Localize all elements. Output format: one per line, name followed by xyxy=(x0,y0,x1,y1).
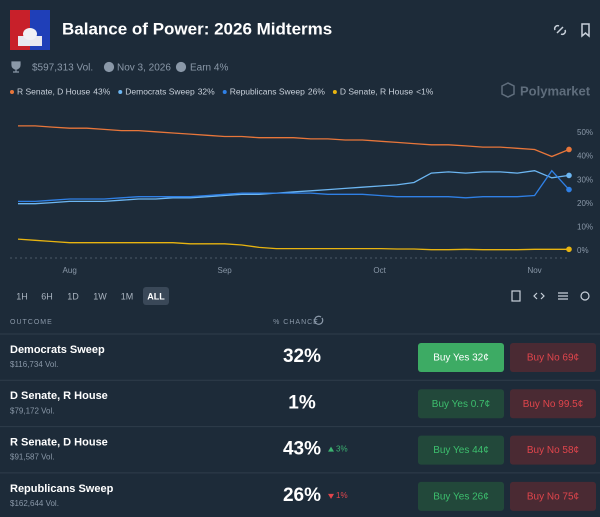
range-button[interactable]: ALL xyxy=(147,291,165,301)
range-button[interactable]: 6H xyxy=(41,291,53,301)
x-tick-label: Nov xyxy=(527,266,541,275)
chart-tools[interactable] xyxy=(511,290,590,302)
buy-no-button[interactable] xyxy=(510,481,596,511)
series-line xyxy=(18,170,570,205)
title: Balance of Power: 2026 Midterms xyxy=(62,19,332,38)
legend-label: D Senate, R House xyxy=(340,86,414,96)
chance-change: 1% xyxy=(336,491,348,500)
chance: 26% xyxy=(283,485,321,506)
range-button[interactable]: 1W xyxy=(93,291,107,301)
buy-yes-button[interactable] xyxy=(418,481,504,511)
volume: $597,313 Vol. xyxy=(32,63,93,74)
legend-label: R Senate, D House xyxy=(17,86,91,96)
buy-no-label[interactable]: Buy No 69¢ xyxy=(527,353,579,364)
y-tick-label: 50% xyxy=(577,128,593,137)
buy-no-label[interactable]: Buy No 75¢ xyxy=(527,492,579,503)
outcome-volume: $116,734 Vol. xyxy=(10,360,58,369)
range-selected xyxy=(143,287,169,305)
header-actions[interactable] xyxy=(553,23,590,38)
meta-icons xyxy=(11,61,187,73)
market-icon xyxy=(10,10,50,50)
buy-yes-label[interactable]: Buy Yes 44¢ xyxy=(433,445,489,456)
buy-yes-label[interactable]: Buy Yes 26¢ xyxy=(433,492,489,503)
brand: Polymarket xyxy=(520,83,591,98)
table-header: OUTCOME xyxy=(10,319,53,326)
change-arrow xyxy=(328,493,335,499)
buy-yes-button[interactable] xyxy=(418,343,504,372)
range-button[interactable]: 1M xyxy=(121,291,134,301)
series-line xyxy=(18,125,570,158)
legend-dot xyxy=(10,90,14,94)
end-date: Nov 3, 2026 xyxy=(117,63,171,74)
outcome-name: D Senate, R House xyxy=(10,390,108,402)
buy-yes-button[interactable] xyxy=(418,435,504,465)
chance: 43% xyxy=(283,439,321,460)
series-line xyxy=(17,238,569,251)
y-tick-label: 0% xyxy=(577,246,589,255)
x-tick-label: Oct xyxy=(373,266,386,275)
buy-yes-label[interactable]: Buy Yes 32¢ xyxy=(433,353,489,364)
chance: 32% xyxy=(283,346,321,367)
buy-no-button[interactable] xyxy=(510,343,596,372)
end-dot xyxy=(566,246,572,253)
buy-yes-button[interactable] xyxy=(418,389,504,419)
series-line xyxy=(18,169,570,203)
chance-change: 3% xyxy=(336,445,348,454)
range-button[interactable]: 1H xyxy=(16,291,28,301)
outcome-name: R Senate, D House xyxy=(10,437,108,449)
refresh-icon[interactable] xyxy=(314,315,324,325)
legend-value: <1% xyxy=(416,86,434,96)
legend-dot xyxy=(332,90,337,94)
buy-no-label[interactable]: Buy No 58¢ xyxy=(527,445,579,456)
legend-value: 32% xyxy=(198,86,215,96)
change-arrow xyxy=(328,446,335,452)
range-button[interactable]: 1D xyxy=(67,291,79,301)
end-dot xyxy=(566,186,572,193)
legend-value: 26% xyxy=(308,86,325,96)
earn: Earn 4% xyxy=(190,63,228,74)
buy-no-button[interactable] xyxy=(510,389,596,419)
y-tick-label: 10% xyxy=(577,222,593,231)
outcome-volume: $91,587 Vol. xyxy=(10,453,54,462)
outcome-volume: $162,644 Vol. xyxy=(10,499,59,508)
buy-no-label[interactable]: Buy No 99.5¢ xyxy=(523,399,584,410)
brand-logo xyxy=(501,82,515,98)
legend-label: Republicans Sweep xyxy=(230,86,305,96)
outcome-name: Democrats Sweep xyxy=(10,344,105,356)
table-header: % CHANCE xyxy=(273,319,319,326)
buy-yes-label[interactable]: Buy Yes 0.7¢ xyxy=(432,399,490,410)
end-dot xyxy=(566,172,572,179)
y-tick-label: 40% xyxy=(577,152,593,161)
end-dot xyxy=(566,146,572,153)
legend-value: 43% xyxy=(93,86,110,96)
y-tick-label: 30% xyxy=(577,175,593,184)
chance: 1% xyxy=(288,392,316,413)
legend-dot xyxy=(118,90,123,94)
x-tick-label: Sep xyxy=(218,266,233,275)
legend-dot xyxy=(222,90,227,94)
legend-label: Democrats Sweep xyxy=(125,86,195,96)
y-tick-label: 20% xyxy=(577,199,593,208)
outcome-name: Republicans Sweep xyxy=(10,483,114,495)
outcome-volume: $79,172 Vol. xyxy=(10,406,54,415)
buy-no-button[interactable] xyxy=(510,435,596,465)
x-tick-label: Aug xyxy=(63,266,77,275)
